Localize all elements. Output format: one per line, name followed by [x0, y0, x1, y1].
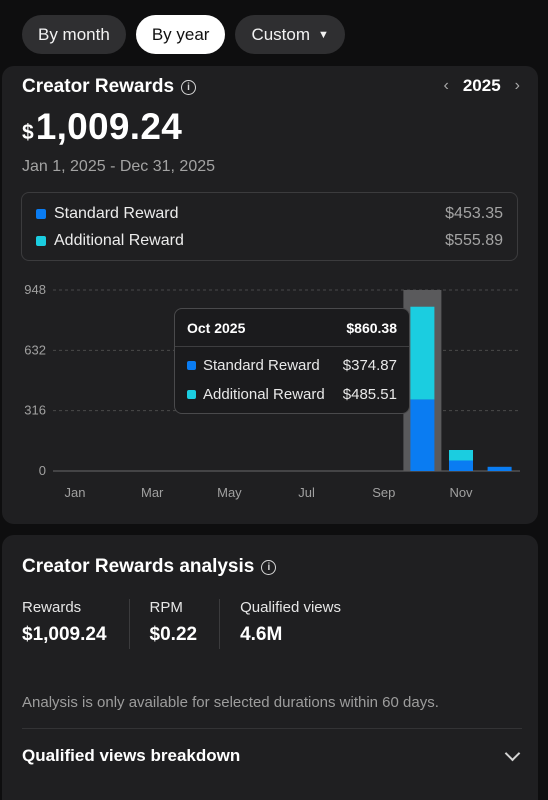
metric-value: 4.6M — [240, 624, 283, 645]
analysis-header: Creator Rewards analysis i — [22, 556, 277, 578]
chart-bar-standard[interactable] — [487, 466, 512, 471]
tooltip-total: $860.38 — [346, 320, 397, 336]
analysis-metrics: Rewards $1,009.24 RPM $0.22 Qualified vi… — [22, 599, 383, 649]
chevron-down-icon: ▼ — [318, 28, 329, 41]
x-tick-label: May — [217, 485, 242, 500]
tooltip-row: Additional Reward $485.51 — [187, 386, 397, 403]
y-tick-label: 632 — [24, 342, 46, 357]
tooltip-row: Standard Reward $374.87 — [187, 357, 397, 374]
rewards-header: Creator Rewards i — [22, 76, 197, 98]
page-title: Creator Rewards — [22, 76, 175, 97]
standard-reward-swatch — [187, 361, 196, 370]
tab-label: By year — [151, 24, 210, 44]
year-navigator: ‹ 2025 › — [444, 76, 520, 96]
info-icon[interactable]: i — [261, 559, 277, 575]
analysis-title: Creator Rewards analysis — [22, 556, 255, 577]
qualified-views-breakdown-toggle[interactable]: Qualified views breakdown — [22, 745, 521, 766]
metric-qualified-views: Qualified views 4.6M — [240, 599, 363, 649]
tab-label: By month — [38, 24, 110, 44]
reward-breakdown-box: Standard Reward $453.35 Additional Rewar… — [21, 192, 518, 261]
standard-reward-label: Standard Reward — [54, 205, 179, 222]
breakdown-label: Qualified views breakdown — [22, 746, 241, 765]
additional-reward-row: Additional Reward $555.89 — [36, 232, 503, 250]
tab-by-year[interactable]: By year — [135, 15, 226, 54]
rewards-bar-chart[interactable]: 0 316 632 948 Jan Mar May Jul Sep Nov — [2, 276, 538, 506]
total-amount: $ 1,009.24 — [22, 106, 182, 148]
period-filter-tabs: By month By year Custom ▼ — [22, 15, 345, 54]
currency-symbol: $ — [22, 121, 34, 144]
additional-reward-amount: $555.89 — [445, 232, 503, 249]
year-label: 2025 — [462, 76, 501, 95]
tooltip-row-label: Additional Reward — [203, 386, 325, 403]
chart-bar-standard[interactable] — [449, 460, 473, 471]
rewards-analysis-card: Creator Rewards analysis i Rewards $1,00… — [2, 535, 538, 800]
x-tick-label: Sep — [372, 485, 395, 500]
chart-tooltip: Oct 2025 $860.38 Standard Reward $374.87… — [174, 308, 410, 414]
x-tick-label: Nov — [449, 485, 473, 500]
metric-rewards: Rewards $1,009.24 — [22, 599, 130, 649]
tooltip-divider — [175, 346, 409, 347]
info-icon[interactable]: i — [181, 79, 197, 95]
total-value: 1,009.24 — [35, 106, 183, 147]
additional-reward-swatch — [36, 236, 46, 246]
divider — [22, 728, 522, 729]
x-tick-label: Jul — [298, 485, 315, 500]
tab-label: Custom — [251, 24, 311, 44]
tab-custom[interactable]: Custom ▼ — [235, 15, 345, 54]
standard-reward-amount: $453.35 — [445, 205, 503, 222]
x-tick-label: Mar — [141, 485, 164, 500]
tab-by-month[interactable]: By month — [22, 15, 126, 54]
standard-reward-row: Standard Reward $453.35 — [36, 205, 503, 223]
metric-value: $0.22 — [149, 624, 198, 645]
metric-label: Qualified views — [240, 599, 341, 616]
tooltip-row-label: Standard Reward — [203, 357, 320, 374]
tooltip-header: Oct 2025 $860.38 — [187, 320, 397, 336]
chevron-down-icon — [504, 745, 521, 761]
additional-reward-label: Additional Reward — [54, 232, 184, 249]
y-tick-label: 316 — [24, 403, 46, 418]
date-range: Jan 1, 2025 - Dec 31, 2025 — [22, 158, 216, 175]
metric-label: RPM — [149, 599, 183, 616]
y-tick-label: 0 — [39, 463, 46, 478]
y-tick-label: 948 — [24, 282, 46, 297]
x-tick-label: Jan — [65, 485, 86, 500]
chart-bar-additional[interactable] — [449, 449, 473, 461]
creator-rewards-card: Creator Rewards i ‹ 2025 › $ 1,009.24 Ja… — [2, 66, 538, 524]
standard-reward-swatch — [36, 209, 46, 219]
tooltip-period: Oct 2025 — [187, 320, 246, 336]
tooltip-row-value: $374.87 — [342, 357, 397, 374]
chevron-right-icon[interactable]: › — [514, 77, 520, 94]
metric-label: Rewards — [22, 599, 82, 616]
chart-bar-standard[interactable] — [410, 399, 435, 471]
chart-bar-additional[interactable] — [410, 306, 435, 400]
metric-rpm: RPM $0.22 — [150, 599, 221, 649]
tooltip-row-value: $485.51 — [342, 386, 397, 403]
additional-reward-swatch — [187, 390, 196, 399]
metric-value: $1,009.24 — [22, 624, 107, 645]
chevron-left-icon[interactable]: ‹ — [443, 77, 449, 94]
analysis-note: Analysis is only available for selected … — [22, 694, 439, 711]
